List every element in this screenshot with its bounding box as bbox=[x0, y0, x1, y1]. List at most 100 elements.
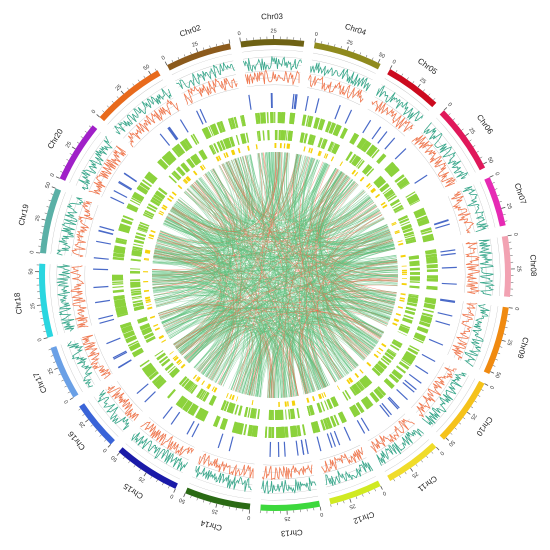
density-bar-inner bbox=[180, 163, 189, 173]
tile-mark bbox=[415, 364, 429, 375]
density-bar-inner bbox=[171, 172, 180, 181]
density-bar bbox=[423, 302, 436, 308]
line-series-1 bbox=[106, 385, 140, 421]
density-bar-inner bbox=[363, 376, 372, 385]
density-bar-inner bbox=[391, 340, 402, 348]
link-collinear bbox=[195, 319, 366, 370]
highlight-bar bbox=[192, 374, 198, 380]
grid-ring bbox=[489, 238, 494, 296]
tile-mark bbox=[112, 350, 127, 359]
line-series-1 bbox=[69, 265, 89, 328]
tick-mark bbox=[133, 465, 136, 468]
highlight-bar bbox=[232, 149, 236, 155]
density-bar bbox=[189, 404, 198, 416]
tile-mark bbox=[167, 127, 178, 141]
link-collinear bbox=[152, 172, 343, 285]
density-bar-inner bbox=[245, 132, 250, 143]
density-bar-inner bbox=[194, 153, 202, 163]
highlight-bar bbox=[279, 143, 282, 149]
link-collinear bbox=[227, 161, 253, 391]
tick-mark bbox=[359, 52, 361, 55]
density-bar bbox=[349, 132, 357, 144]
density-bar bbox=[114, 298, 126, 304]
density-bar-inner bbox=[405, 238, 416, 243]
density-bar bbox=[418, 320, 431, 328]
link-collinear bbox=[152, 286, 288, 398]
tick-mark bbox=[389, 65, 393, 70]
ideogram-Chr08 bbox=[501, 235, 511, 297]
highlight-bar bbox=[397, 240, 403, 243]
density-bar bbox=[112, 289, 124, 294]
density-bar-inner bbox=[143, 332, 154, 338]
grid-ring bbox=[105, 388, 134, 422]
density-bar bbox=[133, 192, 144, 200]
link-collinear bbox=[271, 163, 328, 398]
density-bar-inner bbox=[240, 133, 244, 144]
density-bar bbox=[114, 245, 126, 250]
highlight-bar bbox=[206, 383, 210, 389]
density-bar-inner bbox=[360, 378, 368, 388]
tile-mark bbox=[300, 439, 305, 455]
density-bar bbox=[208, 125, 214, 137]
grid-ring bbox=[144, 422, 192, 454]
density-bar-inner bbox=[393, 204, 403, 212]
tick-mark bbox=[450, 432, 453, 435]
density-bar-inner bbox=[220, 400, 227, 411]
tick-mark bbox=[472, 145, 476, 147]
highlight-bar bbox=[159, 335, 165, 340]
density-bar bbox=[320, 419, 326, 431]
link-collinear bbox=[174, 160, 320, 232]
ideogram-Chr11 bbox=[387, 442, 437, 482]
tick-mark bbox=[63, 165, 66, 167]
link-collinear bbox=[280, 157, 313, 398]
density-bar-inner bbox=[139, 221, 150, 227]
density-bar-inner bbox=[191, 154, 200, 165]
density-bar bbox=[302, 424, 306, 436]
line-series-1 bbox=[82, 334, 112, 380]
density-bar-inner bbox=[301, 132, 305, 143]
highlight-bar bbox=[378, 347, 384, 352]
tick-mark bbox=[209, 501, 211, 505]
link-collinear bbox=[244, 181, 356, 395]
tile-mark bbox=[394, 148, 407, 160]
link-collinear bbox=[166, 307, 224, 351]
link-collinear bbox=[304, 159, 371, 229]
tick-label: 0 bbox=[49, 173, 56, 178]
tick-label: 0 bbox=[381, 489, 386, 496]
link-collinear bbox=[247, 153, 265, 396]
line-series-0 bbox=[423, 122, 469, 180]
tick-mark bbox=[343, 500, 345, 504]
density-bar-inner bbox=[380, 184, 390, 193]
density-bar-inner bbox=[306, 405, 311, 416]
density-bar-inner bbox=[144, 333, 155, 340]
tick-mark bbox=[433, 98, 436, 101]
density-bar-inner bbox=[384, 189, 394, 198]
tile-mark bbox=[404, 379, 417, 391]
density-bar bbox=[117, 312, 129, 318]
highlight-bar bbox=[196, 376, 201, 383]
tile-mark bbox=[217, 433, 224, 449]
density-bar-inner bbox=[373, 365, 383, 374]
tile-mark bbox=[441, 266, 457, 269]
density-bar bbox=[157, 160, 168, 170]
tick-mark bbox=[340, 45, 342, 49]
density-bar bbox=[222, 418, 228, 430]
tick-mark bbox=[492, 182, 495, 184]
tile-mark bbox=[106, 337, 121, 345]
tile-mark bbox=[191, 423, 200, 438]
density-bar bbox=[235, 422, 242, 435]
density-bar bbox=[330, 416, 336, 427]
highlight-bar bbox=[145, 300, 151, 304]
link-collinear bbox=[160, 262, 398, 321]
density-bar bbox=[413, 207, 425, 215]
grid-ring bbox=[260, 495, 319, 501]
density-bar-inner bbox=[274, 130, 278, 141]
ideogram-Chr03 bbox=[240, 38, 305, 48]
tick-mark bbox=[80, 136, 84, 139]
highlight-bar bbox=[394, 230, 400, 233]
density-bar-inner bbox=[130, 279, 141, 282]
density-bar-inner bbox=[271, 409, 274, 420]
highlight-bar bbox=[348, 377, 354, 383]
grid-ring bbox=[262, 475, 315, 480]
density-bar bbox=[339, 411, 346, 423]
